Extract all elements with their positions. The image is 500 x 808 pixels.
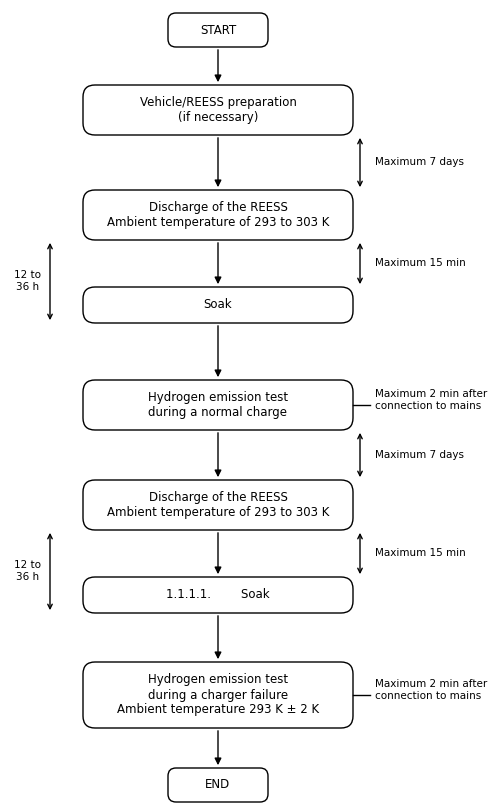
FancyBboxPatch shape: [83, 380, 353, 430]
FancyBboxPatch shape: [83, 287, 353, 323]
FancyBboxPatch shape: [83, 480, 353, 530]
Text: 12 to
36 h: 12 to 36 h: [14, 270, 42, 292]
FancyBboxPatch shape: [83, 577, 353, 613]
FancyBboxPatch shape: [168, 13, 268, 47]
Text: Discharge of the REESS
Ambient temperature of 293 to 303 K: Discharge of the REESS Ambient temperatu…: [107, 201, 329, 229]
FancyBboxPatch shape: [83, 190, 353, 240]
Text: Vehicle/REESS preparation
(if necessary): Vehicle/REESS preparation (if necessary): [140, 96, 296, 124]
Text: Maximum 7 days: Maximum 7 days: [375, 157, 464, 167]
Text: Maximum 2 min after
connection to mains: Maximum 2 min after connection to mains: [375, 389, 487, 410]
Text: Maximum 2 min after
connection to mains: Maximum 2 min after connection to mains: [375, 680, 487, 701]
Text: Hydrogen emission test
during a normal charge: Hydrogen emission test during a normal c…: [148, 391, 288, 419]
FancyBboxPatch shape: [83, 85, 353, 135]
Text: 12 to
36 h: 12 to 36 h: [14, 560, 42, 582]
Text: Maximum 7 days: Maximum 7 days: [375, 450, 464, 460]
Text: START: START: [200, 23, 236, 36]
Text: Hydrogen emission test
during a charger failure
Ambient temperature 293 K ± 2 K: Hydrogen emission test during a charger …: [117, 674, 319, 717]
Text: 1.1.1.1.        Soak: 1.1.1.1. Soak: [166, 588, 270, 601]
Text: Maximum 15 min: Maximum 15 min: [375, 548, 466, 558]
FancyBboxPatch shape: [83, 662, 353, 728]
Text: Discharge of the REESS
Ambient temperature of 293 to 303 K: Discharge of the REESS Ambient temperatu…: [107, 491, 329, 519]
Text: Maximum 15 min: Maximum 15 min: [375, 258, 466, 268]
Text: Soak: Soak: [204, 298, 233, 312]
Text: END: END: [206, 778, 231, 792]
FancyBboxPatch shape: [168, 768, 268, 802]
